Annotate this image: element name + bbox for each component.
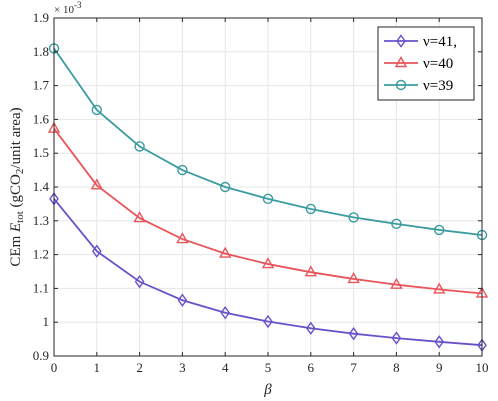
x-tick-label: 0 xyxy=(51,360,58,375)
data-point xyxy=(390,277,403,289)
data-point xyxy=(305,321,316,335)
legend-marker xyxy=(396,34,406,48)
data-point xyxy=(434,224,445,236)
x-tick-label: 6 xyxy=(308,360,315,375)
y-tick-label: 1.8 xyxy=(33,44,49,59)
data-point xyxy=(134,141,145,152)
data-point xyxy=(305,203,316,215)
series-line xyxy=(53,127,483,295)
x-tick-label: 4 xyxy=(222,360,229,375)
data-point xyxy=(348,212,359,223)
data-point xyxy=(90,178,103,190)
data-point xyxy=(91,104,103,116)
data-point xyxy=(348,327,359,341)
x-tick-label: 2 xyxy=(136,360,143,375)
data-point xyxy=(134,274,145,289)
data-point xyxy=(263,314,273,329)
y-axis-label: CEm Etot (gCO2/unit area) xyxy=(8,107,26,266)
data-point xyxy=(262,193,274,205)
y-tick-label: 1.6 xyxy=(33,111,50,126)
x-tick-label: 9 xyxy=(436,360,443,375)
data-point xyxy=(261,257,275,269)
data-point xyxy=(91,244,102,258)
x-tick-label: 5 xyxy=(265,360,272,375)
data-point xyxy=(219,181,231,193)
series-diamond xyxy=(49,192,487,352)
y-tick-label: 1.5 xyxy=(33,145,49,160)
data-point xyxy=(176,232,189,244)
ticks: 0 1 2 3 4 5 6 7 8 9 10 0.9 1 1.1 1.2 1.3 1.4 1.5 1.6 1.7 1.8… xyxy=(33,10,489,375)
y-exponent-label: × 10-3 xyxy=(54,0,82,16)
series-triangle xyxy=(47,121,489,298)
data-point xyxy=(391,331,402,345)
data-point xyxy=(391,218,402,230)
data-point xyxy=(177,293,188,307)
legend-label: ν=41, xyxy=(423,34,457,50)
series-line xyxy=(53,198,483,347)
data-point xyxy=(177,164,188,176)
data-point xyxy=(434,335,445,349)
y-tick-label: 1.4 xyxy=(33,179,50,194)
data-point xyxy=(220,306,231,320)
data-point xyxy=(304,265,317,277)
legend-marker xyxy=(395,79,407,91)
x-tick-label: 3 xyxy=(179,360,186,375)
x-tick-label: 1 xyxy=(94,360,101,375)
data-point xyxy=(433,282,446,294)
legend-label: ν=39 xyxy=(423,78,453,94)
data-point xyxy=(347,271,360,284)
y-tick-label: 1 xyxy=(43,314,50,329)
series-layer xyxy=(47,43,489,352)
x-tick-label: 10 xyxy=(476,360,489,375)
y-tick-label: 1.3 xyxy=(33,213,49,228)
data-point xyxy=(219,246,232,258)
y-tick-label: 1.9 xyxy=(33,10,49,25)
legend-label: ν=40 xyxy=(423,56,453,72)
series-line xyxy=(53,47,483,236)
legend-marker xyxy=(394,56,408,68)
x-axis-label: β xyxy=(263,382,272,398)
y-tick-label: 1.2 xyxy=(33,247,49,262)
data-point xyxy=(133,211,146,223)
y-tick-label: 1.1 xyxy=(33,280,49,295)
legend: ν=41, ν=40 ν=39 xyxy=(377,26,475,101)
x-tick-label: 7 xyxy=(350,360,357,375)
y-tick-label: 0.9 xyxy=(33,348,49,363)
y-tick-label: 1.7 xyxy=(33,78,50,93)
x-tick-label: 8 xyxy=(393,360,400,375)
